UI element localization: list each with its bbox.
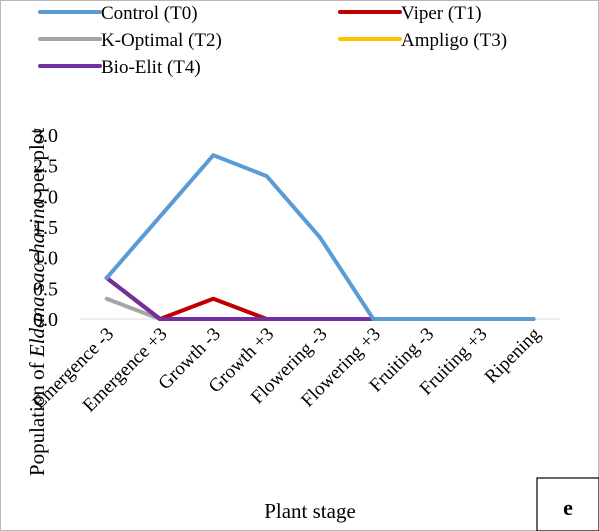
series-line-control-t0 <box>104 153 536 321</box>
y-tick-label: 3.0 <box>33 125 58 147</box>
panel-label-box <box>536 477 599 531</box>
axis-labels: Plant stage Population of Eldana sacchari… <box>25 128 356 523</box>
legend-label-k-optimal-t2: K-Optimal (T2) <box>101 30 222 51</box>
y-tick-label: 2.0 <box>33 186 58 208</box>
legend-label-viper-t1: Viper (T1) <box>401 3 482 24</box>
panel-label: e <box>563 495 573 520</box>
y-tick-label: 1.0 <box>33 248 58 270</box>
legend-label-control-t0: Control (T0) <box>101 3 198 24</box>
y-tick-label: 2.5 <box>33 156 58 178</box>
y-axis-title: Population of Eldana saccharina per plot <box>25 128 49 476</box>
y-tick-label: 0.5 <box>33 278 58 300</box>
legend-label-bio-elit-t4: Bio-Elit (T4) <box>101 57 201 78</box>
x-axis-title: Plant stage <box>264 499 356 523</box>
legend: Control (T0) Viper (T1) K-Optimal (T2) Ampl… <box>38 3 507 78</box>
series-lines <box>104 153 536 321</box>
y-tick-label: 1.5 <box>33 217 58 239</box>
legend-label-ampligo-t3: Ampligo (T3) <box>401 30 507 51</box>
y-tick-label: 0.0 <box>33 309 58 331</box>
